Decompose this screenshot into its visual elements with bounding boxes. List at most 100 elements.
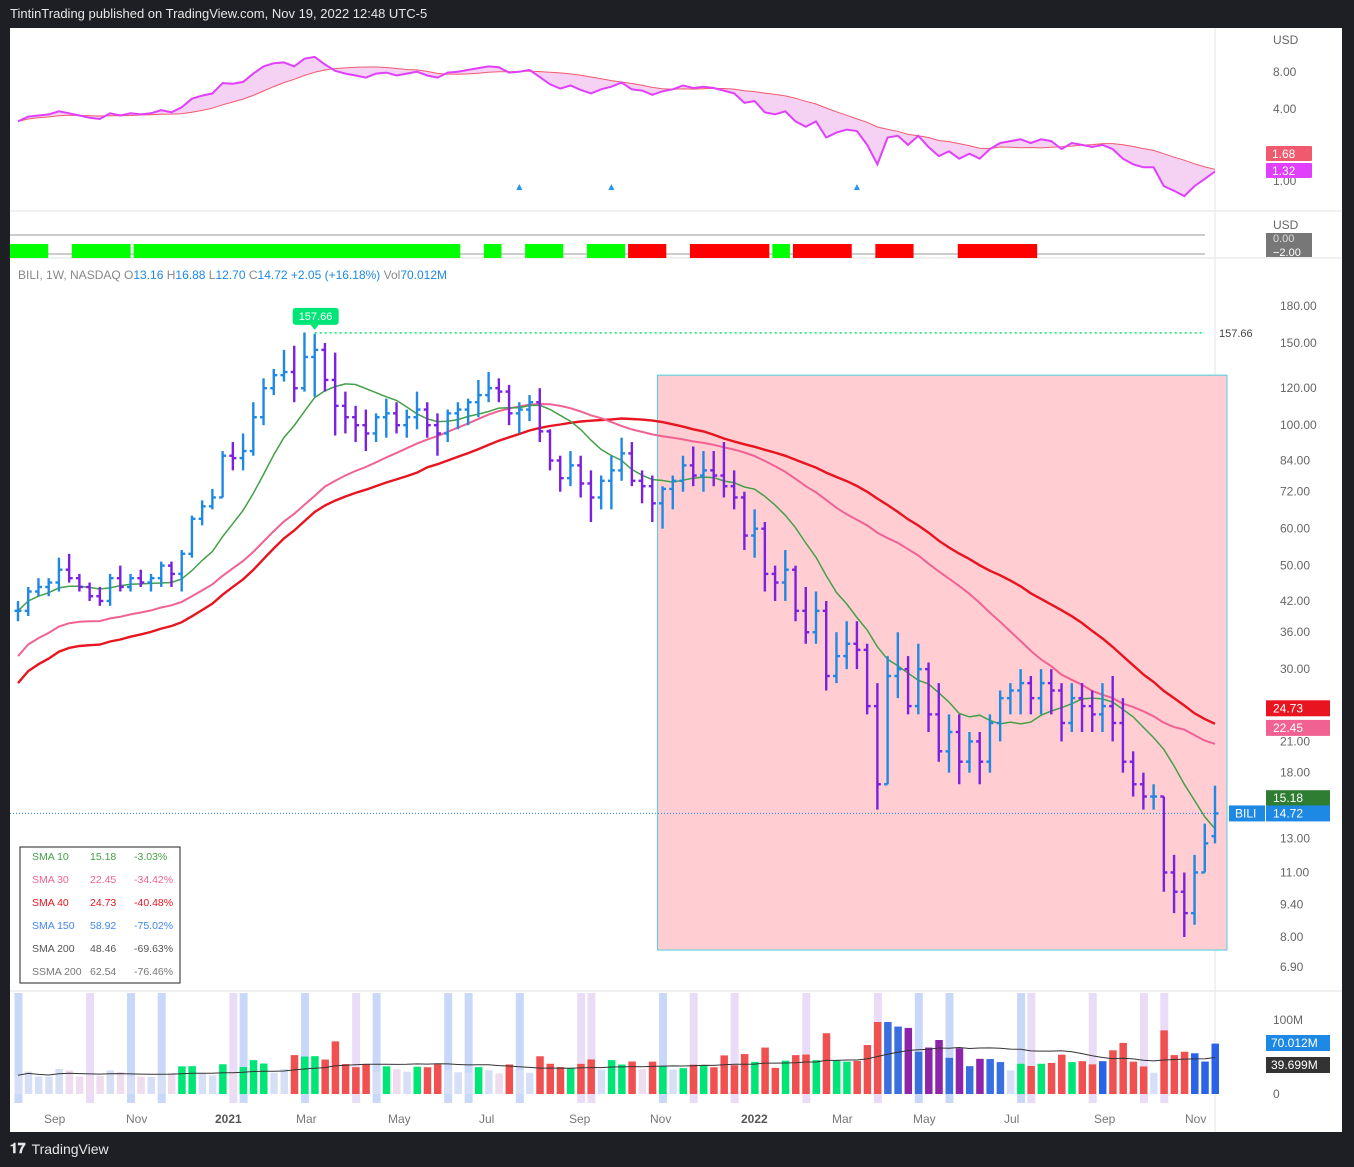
mid-axis-badge xyxy=(1266,233,1312,257)
ohlc-bar xyxy=(147,573,155,592)
ohlc-bar xyxy=(167,561,175,587)
volume-bg-band xyxy=(1027,993,1036,1103)
ohlc-bar xyxy=(996,690,1004,742)
price-axis-tick: 30.00 xyxy=(1280,662,1310,676)
ohlc-bar xyxy=(495,378,503,403)
ohlc-bar xyxy=(423,402,431,438)
ohlc-bar xyxy=(812,591,820,644)
volume-bar xyxy=(1017,1063,1025,1094)
sma-table-value: 22.45 xyxy=(90,874,116,886)
volume-bg-band xyxy=(659,993,668,1103)
ohlc-bar xyxy=(792,565,800,622)
momentum-red-block xyxy=(875,244,914,258)
sma-table-value: 62.54 xyxy=(90,966,116,978)
tradingview-logo-icon[interactable]: 𝟏𝟕 xyxy=(10,1140,26,1156)
sma-table-name: SSMA 200 xyxy=(32,966,82,978)
momentum-red-block xyxy=(689,244,770,258)
ohlc-bar xyxy=(771,565,779,601)
ohlc-bar xyxy=(393,402,401,434)
volume-bar xyxy=(925,1047,933,1094)
volume-bar xyxy=(945,1057,953,1094)
time-axis-label: Sep xyxy=(44,1112,66,1126)
volume-bar xyxy=(157,1073,166,1094)
ohlc-bar xyxy=(106,573,114,606)
ohlc-bar xyxy=(1160,795,1168,892)
ohlc-bar xyxy=(914,643,922,715)
ohlc-bar xyxy=(208,488,216,510)
ohlc-bar xyxy=(474,379,482,418)
volume-bar xyxy=(300,1056,309,1094)
ohlc-bar xyxy=(1129,751,1137,797)
volume-bar xyxy=(536,1056,544,1094)
rs-signal-triangle xyxy=(608,184,615,190)
sma-table-value: 58.92 xyxy=(90,920,116,932)
time-axis-label: Nov xyxy=(126,1112,147,1126)
time-axis-label: Nov xyxy=(650,1112,671,1126)
volume-bg-band xyxy=(1139,993,1148,1103)
ohlc-bar xyxy=(587,470,595,523)
ohlc-bar xyxy=(86,582,94,601)
ohlc-bar xyxy=(413,391,421,430)
ohlc-bar xyxy=(382,398,390,438)
volume-bar xyxy=(393,1069,401,1094)
volume-bar xyxy=(341,1064,350,1094)
sma10-line xyxy=(17,383,1216,830)
sma-table-change: -40.48% xyxy=(134,897,173,909)
volume-bar xyxy=(239,1067,248,1094)
sma-table-change: -75.02% xyxy=(134,920,173,932)
price-axis-tick: 13.00 xyxy=(1280,832,1310,846)
volume-bg-band xyxy=(464,993,473,1103)
volume-bg-band xyxy=(1017,993,1026,1103)
sma40-line xyxy=(17,417,1216,725)
ohlc-bar xyxy=(1098,683,1106,733)
volume-bar xyxy=(904,1027,913,1094)
ohlc-bar xyxy=(249,402,257,456)
ohlc-bar xyxy=(403,409,411,438)
volume-bar xyxy=(832,1060,841,1094)
ohlc-bar xyxy=(566,451,574,487)
volume-bar xyxy=(935,1040,943,1094)
price-axis-tick: 6.90 xyxy=(1280,960,1304,974)
ohlc-bar xyxy=(1211,785,1219,844)
volume-bar xyxy=(219,1064,227,1094)
price-axis-tick: 8.00 xyxy=(1280,930,1304,944)
volume-bar xyxy=(699,1065,708,1094)
volume-bg-band xyxy=(372,993,381,1103)
ohlc-bar xyxy=(873,683,881,810)
price-axis-tick: 36.00 xyxy=(1280,625,1310,639)
volume-bar xyxy=(147,1076,155,1094)
volume-bar xyxy=(771,1067,780,1094)
brand-name[interactable]: TradingView xyxy=(31,1140,109,1157)
volume-bar xyxy=(433,1064,442,1094)
volume-bar xyxy=(1098,1061,1107,1094)
volume-bar xyxy=(1047,1062,1056,1094)
volume-bar xyxy=(894,1026,902,1094)
volume-bar xyxy=(1191,1053,1199,1094)
ohlc-bar xyxy=(710,451,718,487)
volume-bar xyxy=(659,1066,667,1094)
ohlc-bar xyxy=(137,569,145,587)
ohlc-bar xyxy=(1201,823,1209,874)
ohlc-bar xyxy=(965,732,973,773)
chart-svg[interactable]: USD8.004.001.001.681.32USD0.00−2.00BILI,… xyxy=(10,28,1342,1132)
ohlc-bar xyxy=(751,509,759,558)
volume-average-line xyxy=(17,1046,1216,1076)
ohlc-bar xyxy=(300,332,308,392)
ohlc-bar xyxy=(45,578,53,597)
volume-bar xyxy=(720,1055,728,1094)
momentum-green-block xyxy=(772,244,790,258)
volume-bar xyxy=(34,1076,43,1094)
volume-bg-band xyxy=(352,993,361,1103)
momentum-green-block xyxy=(483,244,502,258)
sma-table-name: SMA 10 xyxy=(32,851,69,863)
chart-panel[interactable]: USD 8.00 4.00 1.00 1.68 1.32 USD 0.00 −2.00 BILI,… xyxy=(10,28,1342,1132)
price-badge xyxy=(1266,805,1330,822)
volume-bar xyxy=(14,1075,22,1094)
sma-table-change: -76.46% xyxy=(134,966,173,978)
volume-bar xyxy=(96,1075,104,1094)
price-axis-tick: 11.00 xyxy=(1280,865,1309,879)
volume-bar xyxy=(986,1059,994,1094)
top-axis-tick: 8.00 xyxy=(1273,65,1297,79)
top-value-badge-text: 1.32 xyxy=(1272,164,1296,178)
rs-fill xyxy=(18,56,1215,197)
